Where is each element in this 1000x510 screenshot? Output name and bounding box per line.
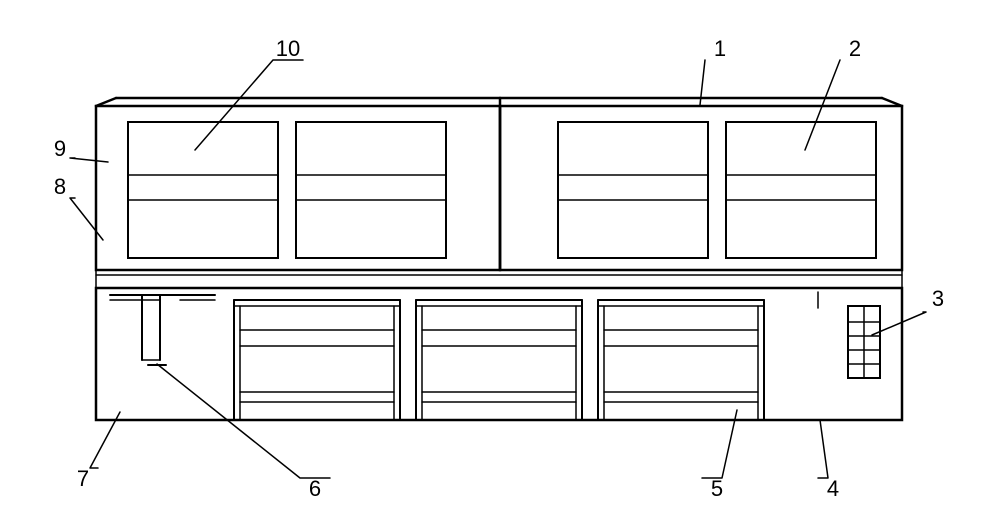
lower-base [96, 288, 902, 420]
label-10: 10 [276, 36, 300, 61]
mid-strip [96, 270, 902, 288]
window-4 [726, 122, 876, 258]
label-8: 8 [54, 174, 66, 199]
label-7: 7 [77, 466, 89, 491]
label-5: 5 [711, 476, 723, 501]
window-3 [558, 122, 708, 258]
label-2: 2 [849, 36, 861, 61]
label-3: 3 [932, 286, 944, 311]
label-9: 9 [54, 136, 66, 161]
door-3 [598, 300, 764, 420]
label-4: 4 [827, 476, 839, 501]
door-2 [416, 300, 582, 420]
window-1 [128, 122, 278, 258]
label-6: 6 [309, 476, 321, 501]
door-1 [234, 300, 400, 420]
bracket [110, 295, 215, 365]
window-2 [296, 122, 446, 258]
label-1: 1 [714, 36, 726, 61]
ladder [848, 306, 880, 378]
